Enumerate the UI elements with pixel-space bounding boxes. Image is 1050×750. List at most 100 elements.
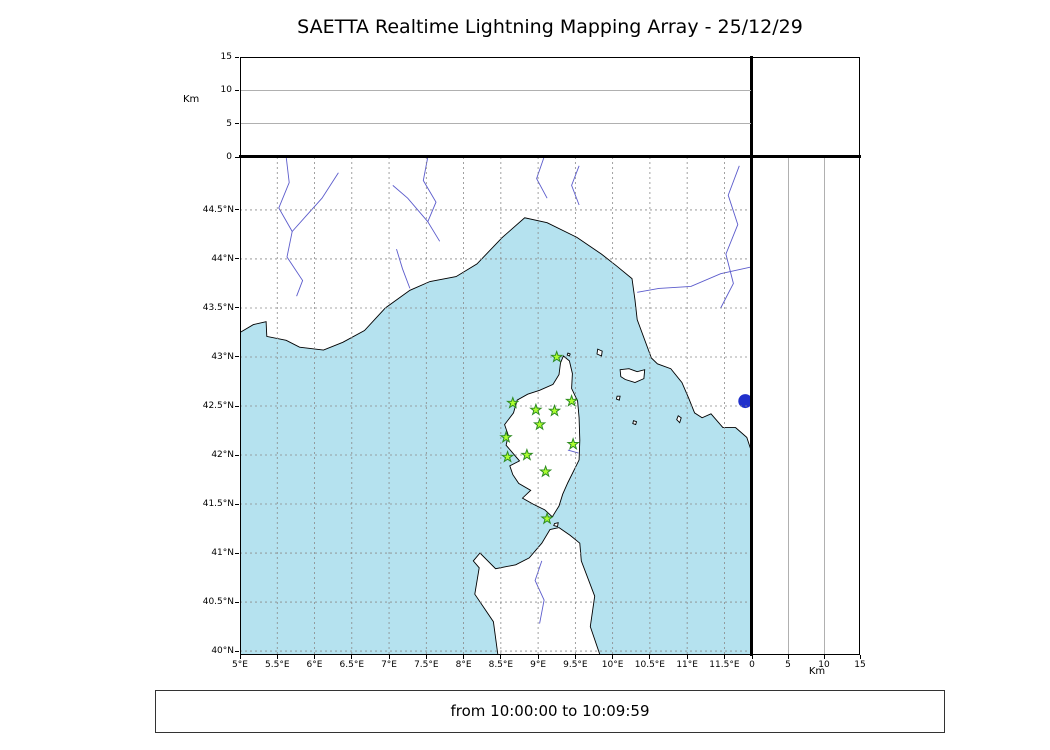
station-marker (564, 394, 579, 407)
altitude-tickmark (235, 156, 239, 158)
station-marker (540, 511, 554, 525)
landmass-giraglia (566, 352, 571, 357)
river (536, 157, 548, 199)
lon-tickmark (686, 655, 688, 659)
landmass-giglio (676, 415, 682, 424)
panel-divider-vertical (750, 56, 753, 656)
altitude-gridline (241, 123, 751, 125)
altitude-tickmark (235, 123, 239, 125)
station-marker (538, 464, 553, 478)
altitude-gridline (241, 89, 751, 91)
station-marker (505, 396, 520, 409)
figure-title: SAETTA Realtime Lightning Mapping Array … (297, 16, 803, 38)
landmass-mainland-coast (240, 157, 752, 454)
lat-tickmark (235, 307, 239, 309)
altitude-tickmark (235, 89, 239, 91)
panel-divider-horizontal (239, 155, 861, 158)
station-marker (532, 417, 547, 431)
lon-tick-label: 11.5°E (709, 660, 740, 670)
station-marker (499, 430, 513, 444)
lon-tick-label: 10.5°E (634, 660, 665, 670)
station-marker (520, 447, 534, 461)
lon-tick-label: 6°E (306, 660, 323, 670)
lat-tickmark (235, 356, 239, 358)
lon-tickmark (537, 655, 539, 659)
lat-tickmark (235, 650, 239, 652)
river (291, 172, 339, 232)
lon-tickmark (723, 655, 725, 659)
altitude-tick-label: 5 (226, 118, 232, 129)
lat-tickmark (235, 454, 239, 456)
lat-tick-label: 40.5°N (202, 597, 234, 608)
right-km-tick-label: 10 (818, 660, 830, 670)
lon-tick-label: 7°E (381, 660, 397, 670)
lat-tickmark (235, 601, 239, 603)
river (720, 165, 740, 309)
lon-tickmark (314, 655, 316, 659)
time-range-box: from 10:00:00 to 10:09:59 (155, 690, 945, 733)
lake (738, 394, 752, 409)
lat-tick-label: 43°N (211, 351, 234, 362)
lon-tickmark (500, 655, 502, 659)
lat-tickmark (235, 503, 239, 505)
right-panel-gridline (787, 158, 789, 654)
landmass-sardinia (472, 527, 601, 655)
lon-tickmark (574, 655, 576, 659)
lon-tick-label: 5°E (232, 660, 248, 670)
lon-tick-label: 8°E (455, 660, 472, 670)
map-canvas (240, 157, 752, 655)
station-marker (500, 449, 515, 463)
landmass-pianosa (615, 395, 621, 401)
lat-tickmark (235, 405, 239, 407)
lon-tickmark (463, 655, 465, 659)
river (571, 165, 580, 206)
lon-tick-label: 9°E (530, 660, 547, 670)
lon-tickmark (425, 655, 427, 659)
altitude-histogram-panel (752, 57, 860, 157)
station-marker (529, 402, 543, 416)
lat-tick-label: 42.5°N (202, 401, 234, 411)
right-km-tickmark (823, 655, 825, 659)
right-km-tickmark (751, 655, 753, 659)
lon-tickmark (649, 655, 651, 659)
altitude-tickmark (235, 56, 239, 58)
lon-tick-label: 11°E (676, 660, 698, 670)
altitude-tick-label: 0 (226, 152, 232, 162)
station-marker (547, 403, 562, 417)
right-km-tickmark (787, 655, 789, 659)
time-range-text: from 10:00:00 to 10:09:59 (450, 702, 650, 720)
altitude-longitude-panel (240, 57, 752, 157)
river (567, 449, 579, 454)
lon-tick-label: 8.5°E (488, 660, 514, 670)
station-marker (566, 437, 580, 450)
landmass-capraia (596, 348, 603, 357)
altitude-tick-label: 15 (220, 52, 232, 62)
landmass-corsica (504, 355, 581, 518)
lon-tick-label: 7.5°E (414, 660, 439, 670)
landmass-maddalena (553, 522, 559, 528)
lon-tick-label: 10°E (601, 660, 624, 670)
lon-tickmark (351, 655, 353, 659)
river (392, 185, 429, 222)
river (637, 266, 752, 293)
lat-tickmark (235, 552, 239, 554)
lat-tick-label: 41.5°N (202, 499, 234, 510)
lon-tickmark (612, 655, 614, 659)
river (534, 560, 545, 624)
right-km-tick-label: 0 (749, 660, 755, 670)
lon-tick-label: 6.5°E (339, 660, 365, 670)
station-marker (550, 349, 564, 363)
landmass-elba (619, 368, 646, 383)
right-panel-axis-unit: Km (808, 666, 826, 677)
right-km-tick-label: 5 (785, 660, 791, 670)
top-panel-axis-unit: Km (183, 94, 200, 105)
lon-tickmark (239, 655, 241, 659)
lat-tick-label: 40°N (211, 646, 234, 657)
lat-tickmark (235, 209, 239, 211)
lon-tick-label: 9.5°E (563, 660, 588, 670)
lat-tick-label: 41°N (211, 548, 234, 559)
lat-tickmark (235, 258, 239, 260)
right-panel-gridline (823, 158, 825, 654)
lon-tickmark (276, 655, 278, 659)
